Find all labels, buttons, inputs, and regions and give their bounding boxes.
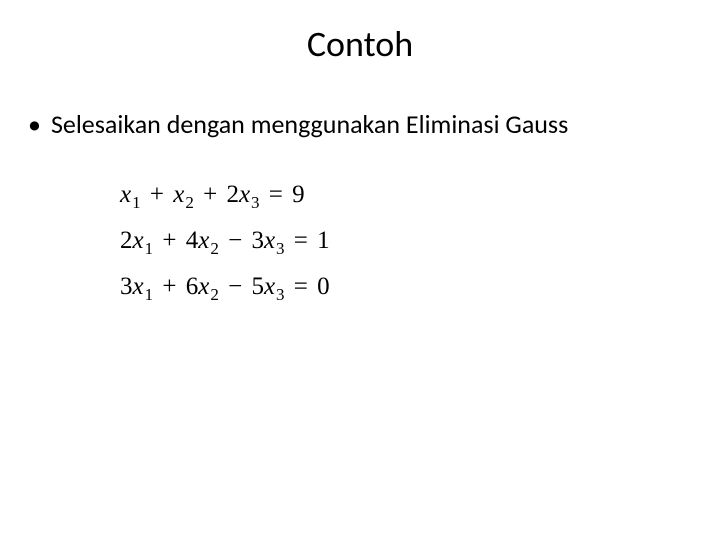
eq1-var2: x xyxy=(173,181,184,208)
eq2-coef2: 4 xyxy=(186,227,199,254)
slide-body: • Selesaikan dengan menggunakan Eliminas… xyxy=(0,108,720,141)
eq3-op2: − xyxy=(225,273,245,300)
eq3-coef2: 6 xyxy=(186,273,199,300)
eq3-sub3: 3 xyxy=(275,285,285,304)
eq3-rhs: 0 xyxy=(317,273,330,300)
eq1-sub1: 1 xyxy=(131,193,141,212)
eq2-op1: + xyxy=(159,227,179,254)
slide-content: Contoh • Selesaikan dengan menggunakan E… xyxy=(0,0,720,540)
eq1-op2: + xyxy=(200,181,220,208)
eq1-sub2: 2 xyxy=(184,193,194,212)
eq2-sub3: 3 xyxy=(275,239,285,258)
eq3-equals: = xyxy=(291,273,311,300)
eq2-coef3: 3 xyxy=(251,227,264,254)
eq1-op1: + xyxy=(147,181,167,208)
eq3-op1: + xyxy=(159,273,179,300)
equation-3: 3x1 + 6x2 − 5x3 = 0 xyxy=(120,273,720,305)
eq2-coef1: 2 xyxy=(120,227,133,254)
eq3-var1: x xyxy=(133,273,144,300)
bullet-marker: • xyxy=(24,108,41,141)
eq1-equals: = xyxy=(266,181,286,208)
eq3-sub1: 1 xyxy=(144,285,154,304)
eq3-sub2: 2 xyxy=(209,285,219,304)
bullet-item: • Selesaikan dengan menggunakan Eliminas… xyxy=(24,108,696,141)
eq2-sub1: 1 xyxy=(144,239,154,258)
eq2-var3: x xyxy=(264,227,275,254)
eq3-coef1: 3 xyxy=(120,273,133,300)
eq2-rhs: 1 xyxy=(317,227,330,254)
slide-title: Contoh xyxy=(0,22,720,66)
eq1-sub3: 3 xyxy=(250,193,260,212)
eq2-var1: x xyxy=(133,227,144,254)
equation-1: x1 + x2 + 2x3 = 9 xyxy=(120,181,720,213)
eq1-rhs: 9 xyxy=(292,181,305,208)
equation-system: x1 + x2 + 2x3 = 9 2x1 + 4x2 − 3x3 = 1 3x… xyxy=(0,181,720,305)
eq2-sub2: 2 xyxy=(209,239,219,258)
eq3-var2: x xyxy=(198,273,209,300)
bullet-text: Selesaikan dengan menggunakan Eliminasi … xyxy=(51,108,568,141)
equation-2: 2x1 + 4x2 − 3x3 = 1 xyxy=(120,227,720,259)
eq1-var1: x xyxy=(120,181,131,208)
eq1-var3: x xyxy=(239,181,250,208)
eq1-coef3: 2 xyxy=(226,181,239,208)
eq2-op2: − xyxy=(225,227,245,254)
eq2-equals: = xyxy=(291,227,311,254)
eq3-var3: x xyxy=(264,273,275,300)
eq2-var2: x xyxy=(198,227,209,254)
eq3-coef3: 5 xyxy=(251,273,264,300)
